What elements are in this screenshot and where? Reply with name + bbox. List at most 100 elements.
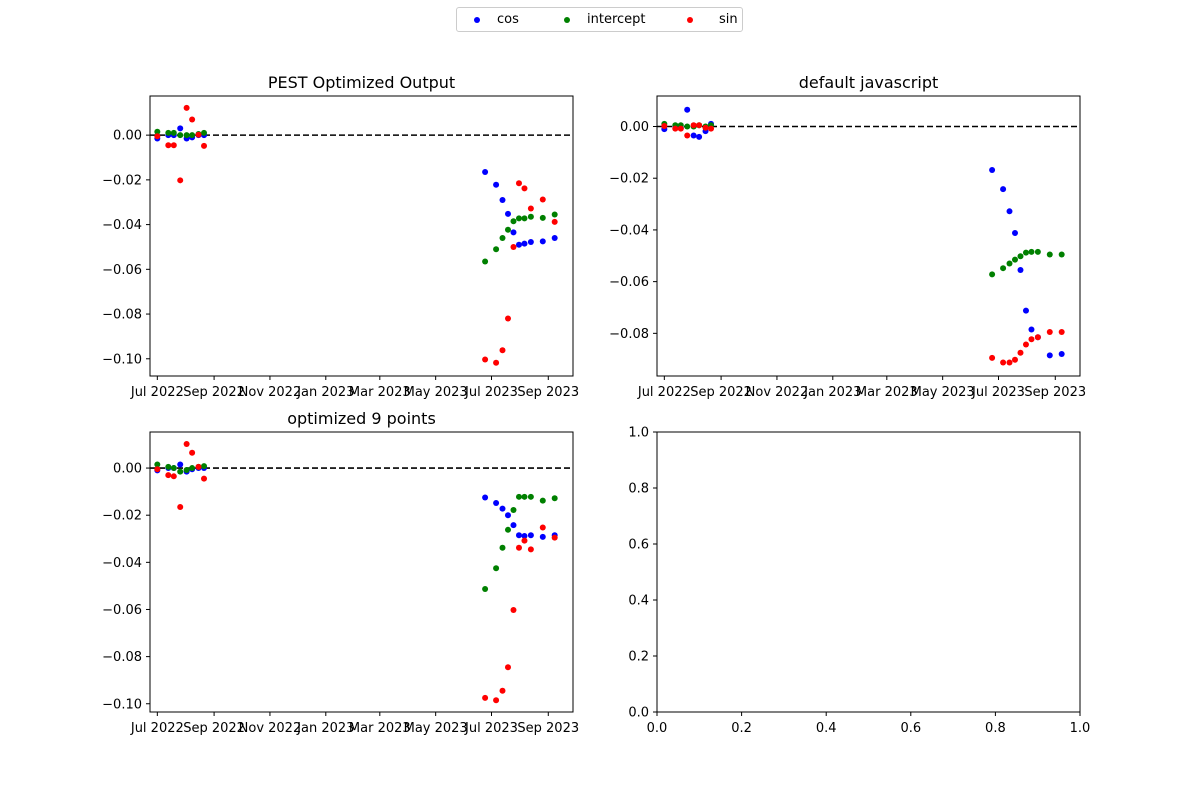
chart-1-intercept-point-1-4 <box>183 132 190 139</box>
chart-3-cos-point-3-8 <box>539 533 546 540</box>
chart-3-sin-point-2-4 <box>183 441 190 448</box>
chart-1-sin-point-5-3 <box>504 315 511 322</box>
chart-3-intercept-point-4-4 <box>510 507 517 514</box>
chart-1-xtick-label-2: Nov 2022 <box>239 385 302 400</box>
chart-1-xtick-label-0: Jul 2022 <box>130 385 184 400</box>
chart-1-cos-point-3-7 <box>527 239 534 246</box>
chart-1-intercept-point-1-5 <box>189 132 196 139</box>
chart-3-sin-point-5-6 <box>521 537 528 544</box>
chart-1-cos-point-3-8 <box>539 238 546 245</box>
chart-1-sin-point-5-4 <box>510 243 517 250</box>
chart-2-intercept-point-4-3 <box>1011 256 1018 263</box>
chart-3-sin-point-2-5 <box>189 449 196 456</box>
legend-label-intercept: intercept <box>587 12 646 27</box>
chart-3-ytick-label-2: −0.04 <box>102 556 142 571</box>
chart-3-intercept-point-1-7 <box>201 463 208 470</box>
chart-2-frame <box>656 95 1081 377</box>
chart-1-intercept-point-4-6 <box>521 215 528 222</box>
chart-1-sin-point-2-0 <box>154 133 161 140</box>
chart-4-ytick-label-3: 0.6 <box>628 538 649 553</box>
chart-1-intercept-point-1-0 <box>154 128 161 135</box>
chart-2-sin-point-5-3 <box>1011 356 1018 363</box>
chart-3-sin-point-5-3 <box>504 664 511 671</box>
chart-1-intercept-point-4-4 <box>510 218 517 225</box>
chart-2-sin-point-5-5 <box>1022 341 1029 348</box>
legend-label-sin: sin <box>719 12 738 27</box>
chart-2-sin-point-5-8 <box>1046 329 1053 336</box>
chart-2-intercept-point-4-0 <box>989 271 996 278</box>
legend-marker-cos <box>474 17 480 23</box>
chart-2-cos-point-0-4 <box>690 132 697 139</box>
chart-1-cos-point-3-6 <box>521 240 528 247</box>
chart-3-intercept-point-4-5 <box>515 493 522 500</box>
chart-1-intercept-point-4-8 <box>539 214 546 221</box>
chart-4-ytick-label-0: 0.0 <box>628 706 649 721</box>
legend-marker-intercept <box>564 17 570 23</box>
chart-1-cos-point-3-2 <box>499 196 506 203</box>
chart-3-cos-point-3-1 <box>493 499 500 506</box>
chart-1-frame <box>149 95 574 377</box>
chart-2-cos-point-0-5 <box>696 133 703 140</box>
chart-2-sin-point-5-1 <box>1000 359 1007 366</box>
chart-1-title: PEST Optimized Output <box>268 73 455 92</box>
chart-3-sin-point-5-8 <box>539 524 546 531</box>
chart-3-sin-point-2-3 <box>177 503 184 510</box>
chart-1-sin-point-5-5 <box>515 180 522 187</box>
chart-2-cos-point-3-1 <box>1000 186 1007 193</box>
chart-3-intercept-point-1-4 <box>183 466 190 473</box>
chart-2-sin-point-2-4 <box>690 122 697 129</box>
chart-1-cos-point-3-3 <box>504 210 511 217</box>
chart-2-intercept-point-4-9 <box>1058 251 1065 258</box>
chart-3-ytick-label-1: −0.02 <box>102 509 142 524</box>
chart-3-xtick-label-7: Sep 2023 <box>517 721 579 736</box>
chart-2-intercept-point-4-6 <box>1028 248 1035 255</box>
chart-1-ytick-label-0: 0.00 <box>113 129 142 144</box>
chart-2-sin-point-5-0 <box>989 354 996 361</box>
chart-4-xtick-label-2: 0.4 <box>816 721 837 736</box>
chart-1-sin-point-2-3 <box>177 177 184 184</box>
chart-1-sin-point-5-1 <box>493 359 500 366</box>
chart-2-sin-point-5-7 <box>1034 334 1041 341</box>
chart-3-intercept-point-4-9 <box>551 495 558 502</box>
chart-4-ytick-label-1: 0.2 <box>628 650 649 665</box>
chart-1-intercept-point-4-7 <box>527 213 534 220</box>
chart-3-frame <box>149 431 574 713</box>
chart-3-sin-point-2-6 <box>195 463 202 470</box>
chart-1-xtick-label-6: Jul 2023 <box>464 385 518 400</box>
chart-3-ytick-label-5: −0.10 <box>102 697 142 712</box>
chart-3-intercept-point-4-6 <box>521 493 528 500</box>
chart-2-xtick-label-1: Sep 2022 <box>690 385 752 400</box>
chart-2-xtick-label-0: Jul 2022 <box>637 385 691 400</box>
chart-1-cos-point-3-0 <box>482 169 489 176</box>
chart-3-intercept-point-1-5 <box>189 465 196 472</box>
chart-1-xtick-label-4: Mar 2023 <box>349 385 411 400</box>
chart-2-sin-point-5-6 <box>1028 336 1035 343</box>
chart-1-sin-point-2-6 <box>195 131 202 138</box>
chart-2-cos-point-3-6 <box>1028 326 1035 333</box>
chart-3-intercept-point-1-1 <box>165 463 172 470</box>
chart-2-cos-point-3-0 <box>989 166 996 173</box>
chart-1-xtick-label-7: Sep 2023 <box>517 385 579 400</box>
chart-3-xtick-label-2: Nov 2022 <box>239 721 302 736</box>
chart-3-cos-point-3-2 <box>499 505 506 512</box>
chart-1-xtick-label-5: May 2023 <box>404 385 468 400</box>
legend-label-cos: cos <box>497 12 519 27</box>
chart-3-sin-point-5-2 <box>499 687 506 694</box>
chart-2-ytick-label-4: −0.08 <box>609 327 649 342</box>
chart-1-intercept-point-4-2 <box>499 235 506 242</box>
chart-4-ytick-label-2: 0.4 <box>628 594 649 609</box>
chart-3-intercept-point-1-2 <box>170 465 177 472</box>
chart-2-ytick-label-3: −0.06 <box>609 275 649 290</box>
chart-2-xtick-label-3: Jan 2023 <box>803 385 861 400</box>
chart-3-sin-point-2-7 <box>201 475 208 482</box>
chart-2-xtick-label-6: Jul 2023 <box>971 385 1025 400</box>
chart-1-ytick-label-3: −0.06 <box>102 263 142 278</box>
chart-1-ytick-label-4: −0.08 <box>102 308 142 323</box>
chart-3-sin-point-2-1 <box>165 472 172 479</box>
chart-2-intercept-point-4-8 <box>1046 251 1053 258</box>
chart-3-xtick-label-0: Jul 2022 <box>130 721 184 736</box>
chart-2-intercept-point-4-1 <box>1000 265 1007 272</box>
chart-3-intercept-point-4-3 <box>504 526 511 533</box>
chart-2-sin-point-5-2 <box>1006 359 1013 366</box>
